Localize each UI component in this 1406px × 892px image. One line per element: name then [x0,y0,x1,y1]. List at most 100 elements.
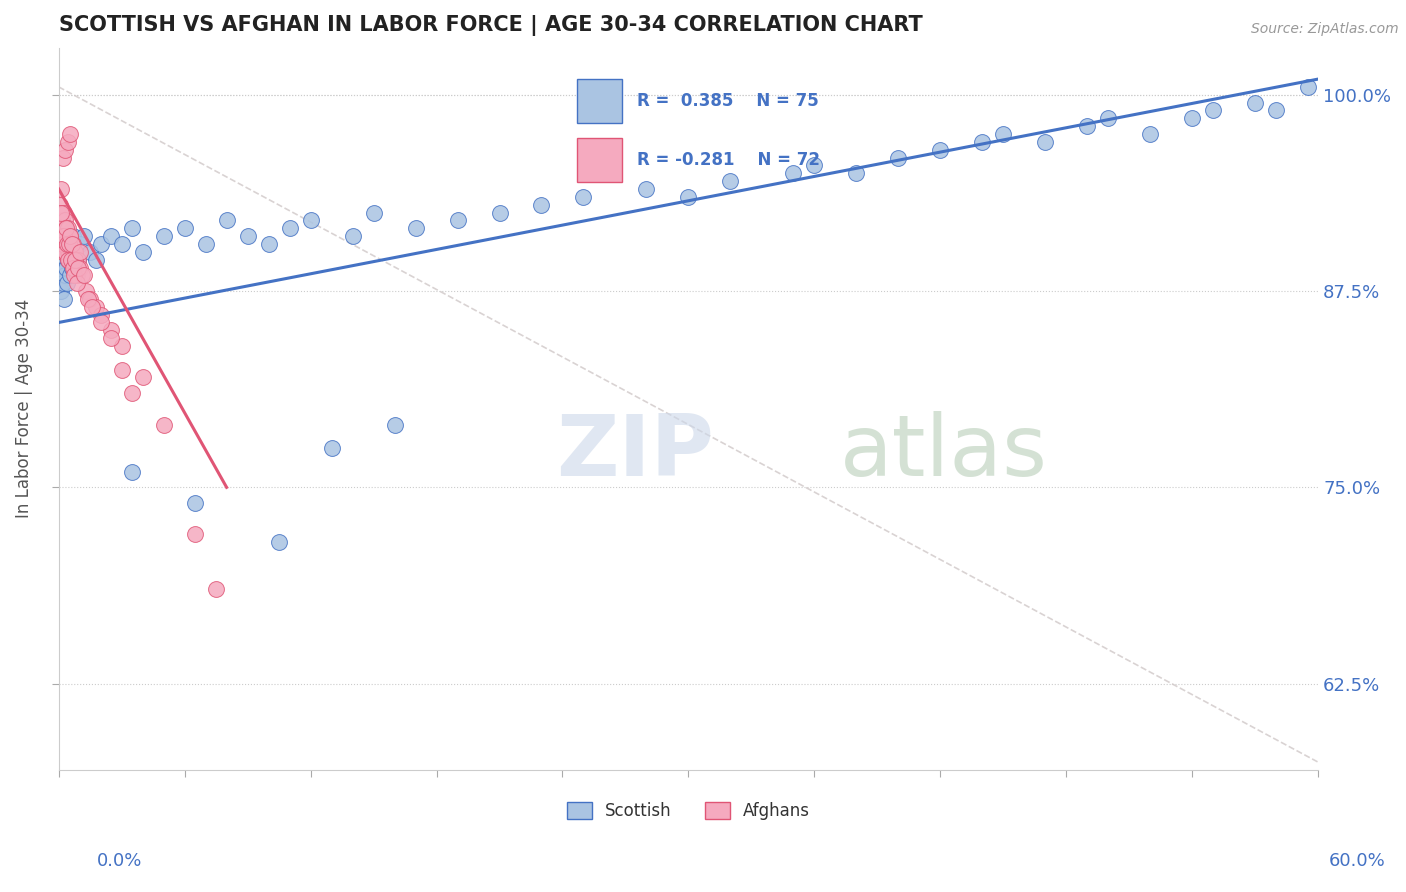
Point [73,268,96,283]
Point [58,252,80,267]
Point [1265,103,1288,118]
Point [73,229,96,244]
Point [572,190,595,204]
Point [65,244,87,259]
Point [51,268,73,283]
Point [173,221,195,235]
Point [111,339,134,353]
Point [86,252,108,267]
Point [52,244,75,259]
Point [52,229,75,244]
Point [152,229,174,244]
Point [60,244,83,259]
Point [782,166,804,180]
Point [56,252,79,267]
Text: atlas: atlas [839,410,1047,493]
Point [49,260,72,275]
Point [1076,119,1098,133]
Point [86,300,108,314]
Point [803,158,825,172]
Point [384,417,406,432]
Text: 60.0%: 60.0% [1329,852,1385,870]
Point [58,244,80,259]
Point [49,229,72,244]
Point [100,331,122,345]
Point [1244,95,1267,110]
Point [56,236,79,251]
Point [53,229,76,244]
Point [75,284,97,298]
Point [60,260,83,275]
Point [299,213,322,227]
Point [530,197,553,211]
Point [446,213,468,227]
Point [59,229,82,244]
Point [49,197,72,211]
Point [51,205,73,219]
Point [121,465,143,479]
Point [79,244,101,259]
Point [184,527,207,541]
Point [121,221,143,235]
Point [58,236,80,251]
Point [488,205,510,219]
Point [52,229,75,244]
Point [111,362,134,376]
Point [49,276,72,290]
Point [152,417,174,432]
Point [55,244,77,259]
Text: SCOTTISH VS AFGHAN IN LABOR FORCE | AGE 30-34 CORRELATION CHART: SCOTTISH VS AFGHAN IN LABOR FORCE | AGE … [59,15,922,36]
Point [62,236,84,251]
Point [929,143,952,157]
Point [405,221,427,235]
Point [269,535,291,549]
Point [65,276,87,290]
Point [56,244,79,259]
Point [1181,112,1204,126]
Point [972,135,994,149]
Point [55,221,77,235]
Point [55,221,77,235]
Point [70,268,93,283]
Point [55,236,77,251]
Point [53,244,76,259]
Point [56,252,79,267]
Point [718,174,741,188]
Point [60,236,83,251]
Point [59,229,82,244]
Point [131,244,153,259]
Point [52,236,75,251]
Point [58,229,80,244]
Point [82,300,104,314]
Point [66,260,89,275]
Point [65,268,87,283]
Point [53,268,76,283]
Point [887,151,910,165]
Point [342,229,364,244]
Point [60,252,83,267]
Point [63,268,86,283]
Point [52,205,75,219]
Point [1139,127,1161,141]
Point [678,190,700,204]
Point [131,370,153,384]
Point [636,182,658,196]
Point [56,229,79,244]
Point [60,244,83,259]
Point [48,221,70,235]
Point [51,213,73,227]
Point [278,221,301,235]
Point [90,316,112,330]
Legend: Scottish, Afghans: Scottish, Afghans [560,795,817,827]
Point [49,213,72,227]
Point [55,260,77,275]
Point [65,252,87,267]
Point [55,213,77,227]
Point [52,236,75,251]
Point [100,323,122,337]
Point [55,143,77,157]
Point [51,182,73,196]
Point [77,292,100,306]
Text: 0.0%: 0.0% [97,852,142,870]
Point [79,292,101,306]
